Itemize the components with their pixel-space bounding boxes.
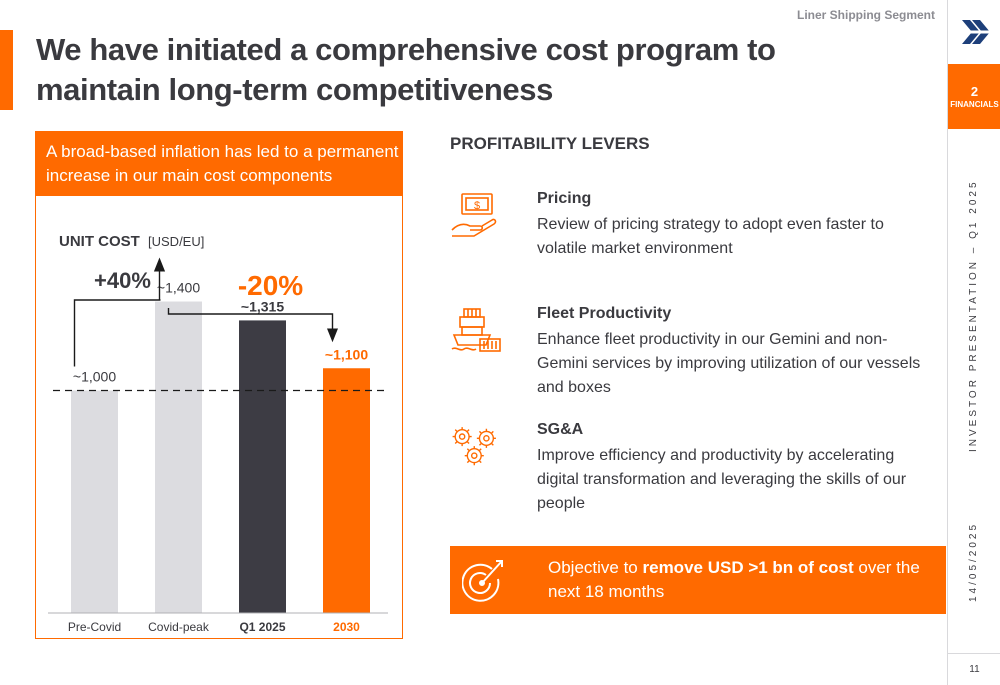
chart-title: UNIT COST — [59, 233, 140, 250]
chart-category-label: 2030 — [333, 620, 360, 634]
pricing-icon: $ — [451, 193, 497, 237]
company-logo-icon — [960, 20, 990, 44]
chart-bar — [71, 390, 118, 613]
rail-divider — [948, 653, 1000, 654]
lever-text: Improve efficiency and productivity by a… — [537, 447, 907, 512]
chart-value-label: ~1,000 — [73, 369, 116, 385]
objective-banner: Objective to remove USD >1 bn of cost ov… — [450, 546, 946, 614]
right-rail: 2 FINANCIALS INVESTOR PRESENTATION – Q1 … — [947, 0, 1000, 685]
svg-text:UNIT COST [USD/EU]: UNIT COST [USD/EU] — [59, 233, 204, 250]
page-title: We have initiated a comprehensive cost p… — [36, 32, 776, 107]
lever-fleet-productivity: Fleet Productivity Enhance fleet product… — [450, 305, 940, 396]
decrease-arrow — [167, 308, 339, 343]
lever-text: Review of pricing strategy to adopt even… — [537, 216, 884, 257]
chart-value-label: ~1,315 — [241, 298, 284, 314]
chart-unit: [USD/EU] — [148, 234, 204, 249]
page-number: 11 — [969, 664, 980, 675]
increase-annotation: +40% — [94, 268, 151, 293]
chart-category-label: Covid-peak — [148, 620, 210, 634]
objective-bold: remove USD >1 bn of cost — [642, 558, 854, 577]
lever-pricing: $ Pricing Review of pricing strategy to … — [450, 190, 940, 270]
lever-sga: SG&A Improve efficiency and productivity… — [450, 421, 940, 512]
objective-text: Objective to remove USD >1 bn of cost ov… — [548, 556, 928, 604]
chart-category-label: Q1 2025 — [239, 620, 285, 634]
chart-category-label: Pre-Covid — [68, 620, 121, 634]
section-number: 2 — [970, 84, 979, 99]
gears-icon — [452, 427, 496, 466]
chart-bar — [239, 320, 286, 613]
chart-bar — [323, 368, 370, 613]
section-label: FINANCIALS — [950, 100, 999, 109]
chart-value-label: ~1,100 — [325, 346, 368, 362]
target-icon — [462, 560, 503, 602]
presentation-label: INVESTOR PRESENTATION – Q1 2025 — [968, 179, 979, 452]
panel-header: A broad-based inflation has led to a per… — [36, 132, 402, 196]
objective-prefix: Objective to — [548, 558, 643, 577]
unit-cost-chart: UNIT COST [USD/EU] ~1,000 Pre-Covid ~1,400… — [48, 233, 388, 634]
segment-label: Liner Shipping Segment — [796, 8, 935, 22]
unit-cost-panel: A broad-based inflation has led to a per… — [35, 131, 403, 639]
lever-title: SG&A — [537, 421, 584, 438]
increase-connector — [73, 299, 161, 367]
chart-bar — [155, 301, 202, 613]
lever-text: Enhance fleet productivity in our Gemini… — [537, 331, 921, 396]
section-tab-financials[interactable]: 2 FINANCIALS — [948, 64, 1000, 129]
chart-value-label: ~1,400 — [157, 280, 200, 296]
levers-title: PROFITABILITY LEVERS — [450, 134, 650, 153]
decrease-annotation: -20% — [238, 270, 303, 301]
objective-suffix: over the next 18 months — [548, 558, 920, 601]
presentation-date: 14/05/2025 — [968, 521, 979, 602]
lever-title: Pricing — [537, 190, 592, 207]
fleet-icon — [451, 308, 501, 352]
title-accent-bar — [0, 30, 13, 110]
svg-text:$: $ — [474, 200, 480, 212]
lever-title: Fleet Productivity — [537, 305, 672, 322]
